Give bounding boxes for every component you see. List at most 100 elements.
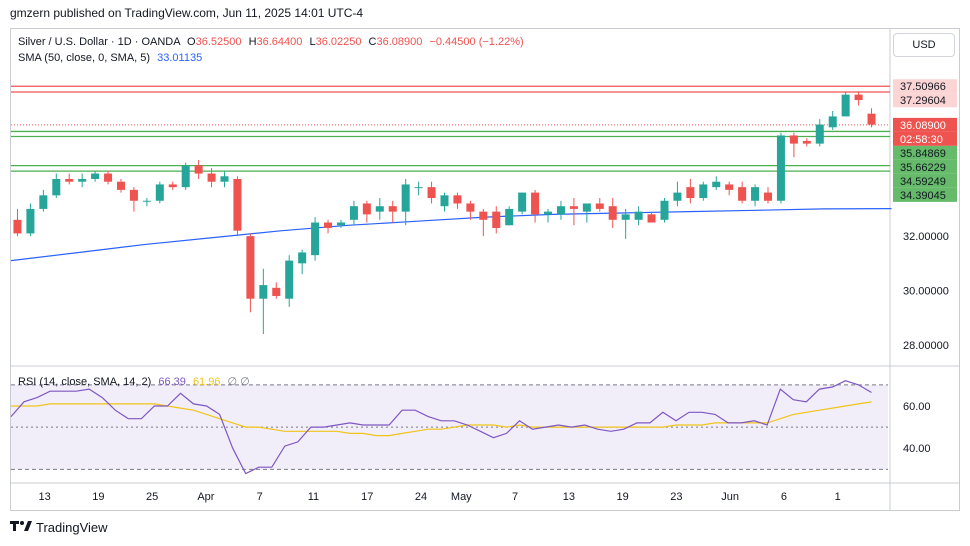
candle (375, 198, 384, 220)
candle-body (466, 203, 475, 212)
rsi-tick-label: 40.00 (903, 443, 931, 455)
candle (763, 187, 773, 204)
time-tick-label: 25 (146, 491, 158, 503)
candle (453, 192, 462, 209)
candle (725, 181, 734, 196)
price-label-badge: 37.29604 (893, 93, 957, 108)
candle-body (621, 214, 630, 220)
low-label: L (309, 36, 316, 48)
sma-layer (10, 208, 892, 262)
candle-body (427, 187, 436, 199)
price-grid (11, 29, 959, 510)
candle (155, 181, 164, 204)
candle (466, 200, 475, 220)
close-label: C (368, 36, 377, 48)
candle-body (285, 260, 294, 299)
candle (544, 208, 553, 223)
rsi-line (10, 380, 872, 475)
time-tick-label: 17 (361, 491, 373, 503)
candle-body (776, 135, 785, 201)
price-label-text: 36.08900 (900, 120, 946, 132)
candle-body (298, 252, 307, 264)
candle-body (660, 200, 669, 220)
candle (518, 192, 527, 215)
candle (207, 168, 216, 188)
time-tick-label: May (451, 491, 472, 503)
candle-body (220, 176, 229, 182)
candle (285, 255, 294, 307)
candle-body (246, 236, 255, 299)
candle (660, 198, 669, 223)
candle-body (544, 211, 553, 215)
high-label: H (248, 36, 257, 48)
candle (311, 217, 320, 261)
time-tick-label: 24 (415, 491, 427, 503)
candle-body (569, 206, 578, 209)
candle (168, 181, 177, 190)
time-tick-label: 6 (781, 491, 787, 503)
price-label-text: 37.29604 (900, 95, 946, 107)
time-tick-label: 19 (616, 491, 628, 503)
candle-body (789, 135, 798, 144)
candle (324, 219, 333, 234)
tradingview-logo-icon (10, 520, 32, 535)
main-legend: Silver / U.S. Dollar · 1D · OANDA O36.52… (18, 36, 524, 48)
price-label-text: 35.66229 (900, 162, 946, 174)
candle (841, 91, 850, 117)
candle (104, 170, 113, 185)
candle (388, 200, 397, 223)
candle-body (854, 94, 863, 101)
candle (78, 173, 87, 188)
rsi-value: 66.39 (158, 376, 186, 388)
time-tick-label: Jun (721, 491, 739, 503)
rsi-label[interactable]: RSI (14, close, SMA, 14, 2) (18, 376, 152, 388)
time-axis: 13 19 25 Apr 7 11 17 24 May 7 13 19 23 Jun 6 1 (38, 491, 840, 503)
candle (26, 203, 35, 237)
price-label-bg (893, 187, 957, 202)
open-label: O (187, 36, 196, 48)
candle-body (453, 195, 462, 204)
candle (13, 208, 22, 237)
symbol-label[interactable]: Silver / U.S. Dollar · 1D · OANDA (18, 36, 180, 48)
candle (505, 206, 514, 226)
candle-body (155, 184, 164, 201)
time-tick-label: Apr (197, 491, 214, 503)
change-value: −0.44500 (−1.22%) (429, 36, 524, 48)
open-value: 36.52500 (195, 36, 242, 48)
candle-body (802, 140, 811, 144)
sma-legend: SMA (50, close, 0, SMA, 5) 33.01135 (18, 52, 202, 64)
candle-body (867, 113, 876, 125)
candle-body (505, 208, 514, 226)
candle (129, 187, 138, 212)
candle (712, 176, 721, 190)
candle (699, 181, 708, 201)
candle (181, 162, 190, 190)
currency-button[interactable]: USD (893, 33, 955, 57)
price-label-text: 34.39045 (900, 190, 946, 202)
candle-body (181, 165, 190, 188)
price-label-badge: 37.50966 (893, 79, 957, 94)
candle (608, 198, 617, 228)
price-label-bg (893, 145, 957, 160)
candle-body (725, 184, 734, 190)
candle-body (65, 178, 74, 182)
price-label-badge: 35.66229 (893, 159, 957, 174)
candle (686, 178, 695, 204)
candle-body (26, 208, 35, 234)
price-label-badge: 02:58:30 (893, 131, 957, 146)
candle-body (388, 206, 397, 212)
sma-label[interactable]: SMA (50, close, 0, SMA, 5) (18, 52, 151, 64)
candle-body (518, 192, 527, 212)
candle (246, 233, 255, 313)
rsi-layer: 40.00 60.00 (10, 380, 931, 475)
candle (595, 198, 604, 212)
time-tick-label: 19 (92, 491, 104, 503)
price-label-text: 35.84869 (900, 148, 946, 160)
chart-frame (10, 28, 960, 511)
candle (272, 282, 281, 299)
candle-body (401, 184, 410, 212)
candle-body (375, 206, 384, 212)
candle-body (686, 187, 695, 199)
candle (738, 181, 747, 204)
